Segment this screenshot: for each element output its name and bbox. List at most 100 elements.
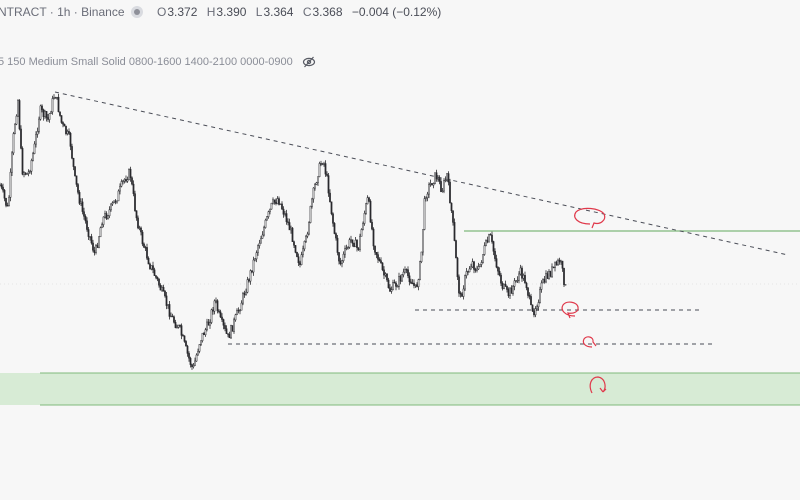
- candle-body: [207, 321, 210, 326]
- candle-body: [498, 270, 501, 276]
- candle-body: [480, 262, 483, 265]
- candle-body: [299, 262, 301, 265]
- candle-body: [447, 173, 450, 183]
- candle-body: [348, 239, 351, 248]
- candle-body: [527, 287, 529, 296]
- candle-body: [159, 285, 162, 291]
- candle-body: [243, 292, 246, 296]
- candle-body: [428, 184, 430, 195]
- candle-body: [255, 252, 258, 260]
- candle-body: [339, 260, 342, 265]
- candle-body: [92, 242, 94, 251]
- annotation-arrow-2: [561, 301, 579, 319]
- candle-body: [288, 222, 291, 231]
- candle-body: [68, 131, 70, 134]
- candle-body: [12, 133, 15, 154]
- candle-body: [524, 275, 526, 284]
- candle-body: [54, 97, 57, 99]
- candle-body: [219, 311, 222, 318]
- close-key: C: [302, 5, 312, 19]
- candle-body: [435, 172, 438, 180]
- candle-body: [485, 240, 487, 246]
- candle-body: [126, 179, 129, 182]
- candle-body: [14, 123, 16, 134]
- candle-body: [251, 270, 253, 273]
- candle-body: [467, 271, 469, 273]
- candle-body: [387, 279, 390, 289]
- candle-body: [263, 227, 265, 236]
- candle-body: [218, 310, 220, 313]
- candle-body: [272, 199, 274, 204]
- candle-body: [441, 190, 444, 192]
- candle-body: [410, 281, 412, 284]
- candle-body: [273, 199, 276, 203]
- candle-body: [213, 300, 216, 312]
- candle-body: [221, 316, 223, 320]
- candle-body: [489, 234, 492, 236]
- candle-body: [414, 284, 417, 286]
- candle-body: [113, 200, 115, 204]
- candle-body: [285, 213, 288, 223]
- candle-body: [312, 187, 315, 200]
- candle-body: [563, 268, 565, 285]
- candle-body: [383, 269, 385, 276]
- candle-body: [413, 282, 415, 286]
- candle-body: [177, 324, 180, 328]
- candle-body: [137, 217, 139, 229]
- candle-body: [344, 248, 346, 255]
- candle-body: [11, 152, 13, 173]
- indicator-legend[interactable]: 5 150 Medium Small Solid 0800-1600 1400-…: [0, 56, 293, 68]
- candle-body: [192, 365, 195, 368]
- candle-body: [59, 111, 61, 116]
- candle-body: [41, 105, 43, 110]
- candle-body: [476, 268, 478, 271]
- candle-body: [386, 273, 388, 281]
- candle-body: [189, 357, 192, 365]
- candle-body: [327, 175, 330, 194]
- candle-body: [65, 125, 67, 135]
- candle-body: [128, 168, 130, 181]
- eye-off-icon[interactable]: [302, 55, 316, 69]
- low-value: 3.364: [263, 5, 294, 19]
- candle-body: [149, 263, 151, 270]
- candle-body: [252, 259, 255, 273]
- candle-body: [449, 181, 451, 204]
- candle-body: [234, 314, 237, 321]
- candle-body: [8, 197, 10, 207]
- symbol-label[interactable]: NTRACT · 1h · Binance: [0, 5, 125, 19]
- candle-body: [42, 109, 45, 118]
- candle-body: [545, 273, 547, 283]
- candle-body: [240, 302, 243, 311]
- candle-body: [359, 235, 361, 250]
- candle-body: [543, 279, 546, 283]
- candle-body: [74, 166, 76, 177]
- candle-body: [24, 172, 27, 175]
- candle-body: [324, 163, 327, 175]
- candle-body: [185, 341, 187, 347]
- candle-body: [450, 202, 453, 211]
- candle-body: [17, 100, 19, 117]
- candle-body: [2, 186, 4, 191]
- candle-body: [236, 309, 238, 316]
- candle-body: [440, 181, 442, 192]
- candle-body: [389, 287, 391, 292]
- candle-body: [296, 252, 298, 257]
- candle-body: [84, 216, 87, 222]
- candle-body: [279, 203, 282, 205]
- descending-trendline: [54, 91, 789, 256]
- candle-body: [45, 111, 48, 118]
- candle-body: [453, 222, 456, 241]
- candle-body: [560, 260, 562, 263]
- candle-body: [401, 274, 403, 282]
- candle-body: [32, 153, 34, 161]
- candle-body: [434, 172, 436, 184]
- candle-body: [114, 200, 117, 203]
- candle-body: [531, 304, 534, 312]
- candle-body: [216, 300, 219, 312]
- candle-body: [416, 284, 418, 287]
- candle-body: [237, 309, 240, 312]
- candle-body: [347, 246, 349, 249]
- candle-body: [513, 280, 516, 287]
- candle-body: [168, 304, 171, 317]
